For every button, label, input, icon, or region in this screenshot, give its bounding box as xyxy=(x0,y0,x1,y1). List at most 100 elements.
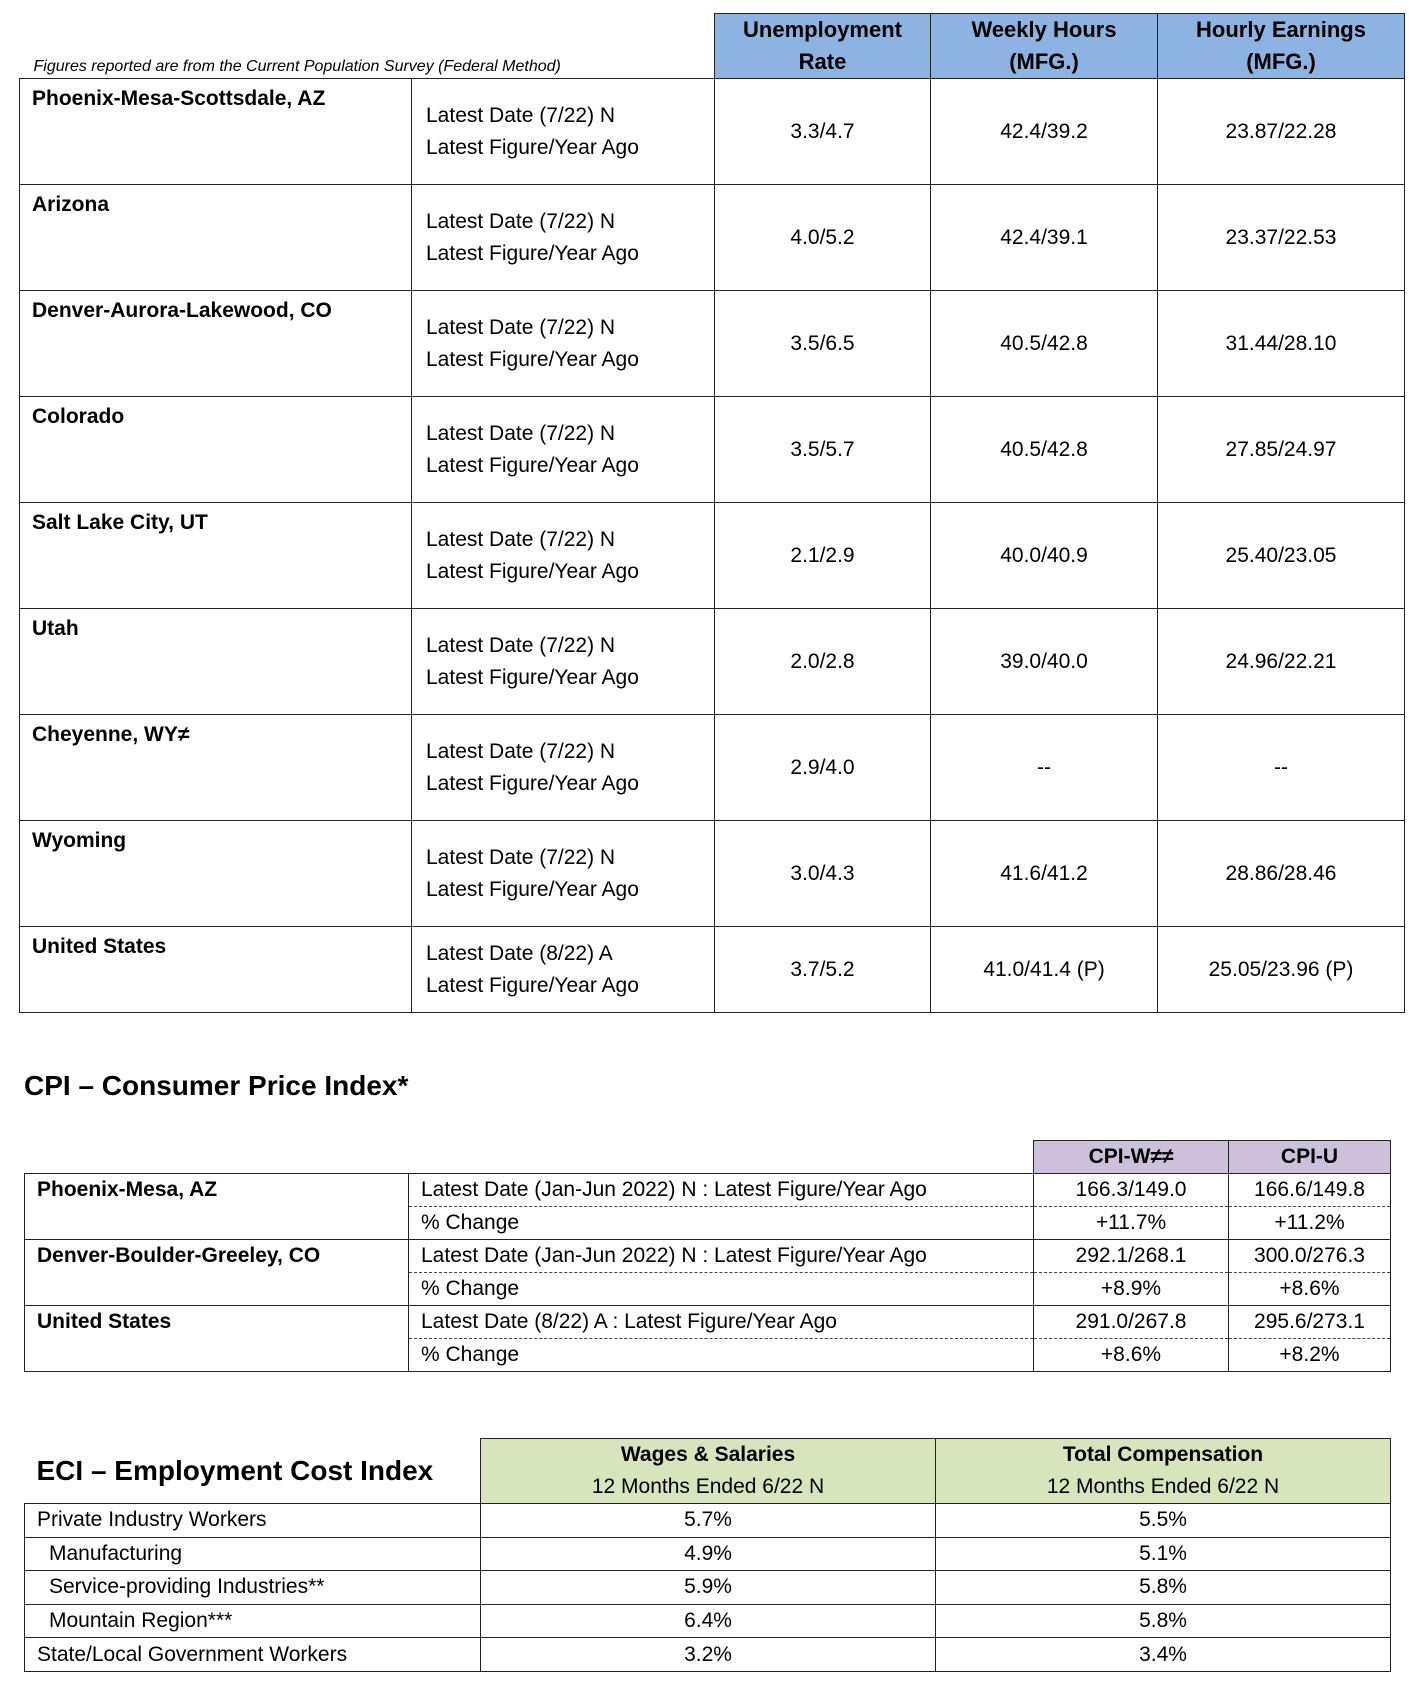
value: 40.0/40.9 xyxy=(930,502,1159,609)
value: 5.8% xyxy=(935,1603,1391,1639)
date-cell: Latest Date (7/22) N Latest Figure/Year A… xyxy=(410,78,716,185)
value: +8.9% xyxy=(1033,1272,1229,1306)
latest-row: Denver-Boulder-Greeley, CO Latest Date (J… xyxy=(24,1239,1391,1306)
header-sub: 12 Months Ended 6/22 N xyxy=(591,1475,825,1498)
date-cell: Latest Date (7/22) N Latest Figure/Year A… xyxy=(410,396,716,503)
value: 23.37/22.53 xyxy=(1157,184,1406,291)
value: 3.5/6.5 xyxy=(714,290,932,397)
value: 41.0/41.4 (P) xyxy=(930,926,1159,1013)
area-name: Cheyenne, WY≠ xyxy=(19,714,412,821)
data-row: Cheyenne, WY≠ Latest Date (7/22) N Latest … xyxy=(19,714,1406,821)
value: 23.87/22.28 xyxy=(1157,78,1406,185)
figure-label: Latest Figure/Year Ago xyxy=(426,559,639,583)
figure-label: Latest Figure/Year Ago xyxy=(426,665,639,689)
area-name: Denver-Aurora-Lakewood, CO xyxy=(19,290,412,397)
date-cell: Latest Date (7/22) N Latest Figure/Year A… xyxy=(410,184,716,291)
header-row: CPI-W≠≠ CPI-U xyxy=(25,1140,1391,1174)
cpi-title: CPI – Consumer Price Index* xyxy=(24,1070,409,1101)
data-row: Private Industry Workers 5.7% 5.5% xyxy=(24,1503,1391,1538)
value: 3.3/4.7 xyxy=(714,78,932,185)
value: -- xyxy=(1157,714,1406,821)
data-row: Salt Lake City, UT Latest Date (7/22) N La… xyxy=(19,502,1406,609)
area-name: Salt Lake City, UT xyxy=(19,502,412,609)
area-name: United States xyxy=(19,926,412,1013)
change-row: % Change +11.7% +11.2% xyxy=(25,1206,1391,1240)
value: 3.2% xyxy=(480,1637,936,1672)
column-header: Wages & Salaries 12 Months Ended 6/22 N xyxy=(480,1438,936,1504)
value: 5.5% xyxy=(935,1503,1391,1538)
date: Latest Date (7/22) N xyxy=(426,209,616,233)
value: 4.9% xyxy=(480,1536,936,1572)
date: Latest Date (7/22) N xyxy=(426,845,616,869)
value: 31.44/28.10 xyxy=(1157,290,1406,397)
area-name: Phoenix-Mesa-Scottsdale, AZ xyxy=(19,78,412,185)
note: Figures reported are from the Current Po… xyxy=(33,58,561,75)
value: 166.3/149.0 xyxy=(1033,1173,1229,1207)
eci-title: ECI – Employment Cost Index xyxy=(36,1454,434,1486)
date-cell: Latest Date (7/22) N Latest Figure/Year A… xyxy=(410,820,716,927)
change-row: % Change +8.9% +8.6% xyxy=(25,1272,1391,1306)
column-header: Weekly Hours (MFG.) xyxy=(930,13,1159,79)
latest-label: Latest Date (Jan-Jun 2022) N : Latest Fi… xyxy=(408,1239,1034,1273)
value: 2.0/2.8 xyxy=(714,608,932,715)
date: Latest Date (7/22) N xyxy=(426,421,616,445)
data-row: Wyoming Latest Date (7/22) N Latest Figure… xyxy=(19,820,1406,927)
value: 6.4% xyxy=(480,1603,936,1639)
row-label: Manufacturing xyxy=(24,1536,481,1572)
value: 42.4/39.1 xyxy=(930,184,1159,291)
area-name: Phoenix-Mesa, AZ xyxy=(24,1173,409,1240)
value: +8.2% xyxy=(1228,1338,1391,1372)
value: 300.0/276.3 xyxy=(1228,1239,1391,1273)
header-name: Total Compensation xyxy=(1062,1443,1264,1466)
date-cell: Latest Date (7/22) N Latest Figure/Year A… xyxy=(410,502,716,609)
data-row: Service-providing Industries** 5.9% 5.8% xyxy=(24,1570,1391,1605)
area-name: Utah xyxy=(19,608,412,715)
date-cell: Latest Date (8/22) A Latest Figure/Year A… xyxy=(410,926,716,1013)
column-header: CPI-W≠≠ xyxy=(1033,1140,1229,1174)
value: +8.6% xyxy=(1228,1272,1391,1306)
value: 42.4/39.2 xyxy=(930,78,1159,185)
value: 3.4% xyxy=(935,1637,1391,1672)
value: 5.1% xyxy=(935,1536,1391,1572)
value: 24.96/22.21 xyxy=(1157,608,1406,715)
data-row: United States Latest Date (8/22) A Latest … xyxy=(19,926,1406,1013)
header-sub: 12 Months Ended 6/22 N xyxy=(1046,1475,1280,1498)
value: +11.7% xyxy=(1033,1206,1229,1240)
latest-label: Latest Date (8/22) A : Latest Figure/Yea… xyxy=(408,1305,1034,1339)
figure-label: Latest Figure/Year Ago xyxy=(426,771,639,795)
value: 27.85/24.97 xyxy=(1157,396,1406,503)
figure-label: Latest Figure/Year Ago xyxy=(426,241,639,265)
data-row: Manufacturing 4.9% 5.1% xyxy=(24,1536,1391,1572)
value: 5.7% xyxy=(480,1503,936,1538)
date: Latest Date (8/22) A xyxy=(426,941,613,965)
column-header: Total Compensation 12 Months Ended 6/22 N xyxy=(935,1438,1391,1504)
latest-label: Latest Date (Jan-Jun 2022) N : Latest Fi… xyxy=(408,1173,1034,1207)
latest-row: Phoenix-Mesa, AZ Latest Date (Jan-Jun 202… xyxy=(24,1173,1391,1240)
figure-label: Latest Figure/Year Ago xyxy=(426,453,639,477)
data-row: Mountain Region*** 6.4% 5.8% xyxy=(24,1603,1391,1639)
value: 3.7/5.2 xyxy=(714,926,932,1013)
value: 39.0/40.0 xyxy=(930,608,1159,715)
date-cell: Latest Date (7/22) N Latest Figure/Year A… xyxy=(410,608,716,715)
date: Latest Date (7/22) N xyxy=(426,633,616,657)
value: 28.86/28.46 xyxy=(1157,820,1406,927)
area-name: Denver-Boulder-Greeley, CO xyxy=(24,1239,409,1306)
value: 292.1/268.1 xyxy=(1033,1239,1229,1273)
value: +8.6% xyxy=(1033,1338,1229,1372)
employment-table: Figures reported are from the Current Po… xyxy=(19,13,1406,1013)
change-row: % Change +8.6% +8.2% xyxy=(25,1338,1391,1372)
data-row: Utah Latest Date (7/22) N Latest Figure/Ye… xyxy=(19,608,1406,715)
cpi-table: CPI-W≠≠ CPI-U Phoenix-Mesa, AZ Latest Date … xyxy=(24,1140,1391,1372)
value: 2.1/2.9 xyxy=(714,502,932,609)
row-label: Service-providing Industries** xyxy=(24,1570,481,1605)
column-header: CPI-U xyxy=(1228,1140,1391,1174)
date: Latest Date (7/22) N xyxy=(426,527,616,551)
value: 295.6/273.1 xyxy=(1228,1305,1391,1339)
data-row: State/Local Government Workers 3.2% 3.4% xyxy=(24,1637,1391,1672)
figure-label: Latest Figure/Year Ago xyxy=(426,877,639,901)
value: 3.0/4.3 xyxy=(714,820,932,927)
header-name: Wages & Salaries xyxy=(620,1443,796,1466)
column-header: Unemployment Rate xyxy=(714,13,932,79)
date-cell: Latest Date (7/22) N Latest Figure/Year A… xyxy=(410,290,716,397)
data-row: Denver-Aurora-Lakewood, CO Latest Date (7… xyxy=(19,290,1406,397)
